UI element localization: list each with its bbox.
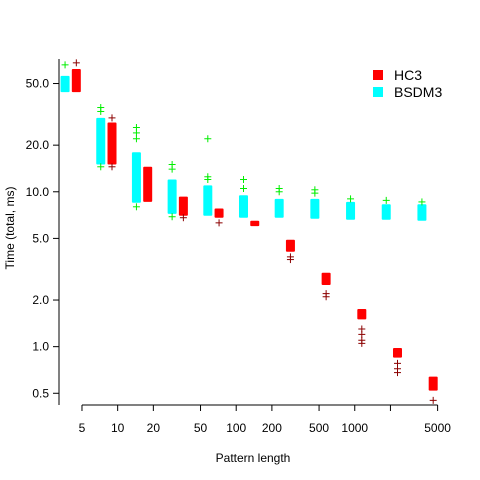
bsdm3-point-band [346, 201, 356, 220]
legend: HC3 BSDM3 [373, 67, 442, 100]
hc3-outlier-point [358, 339, 366, 347]
bsdm3-outlier-point [168, 165, 176, 173]
y-axis-ticks: 0.5 1.0 2.0 5.0 10.0 20.0 50.0 [26, 77, 59, 400]
legend-label-bsdm3: BSDM3 [394, 84, 442, 100]
hc3-point-band [178, 196, 188, 216]
bsdm3-point-band [131, 152, 141, 203]
bsdm3-outlier-point [132, 203, 140, 211]
chart-marks [60, 59, 438, 404]
hc3-point-band [250, 220, 260, 227]
bsdm3-point-band [274, 198, 284, 218]
bsdm3-point-band [167, 179, 177, 214]
x-tick-label: 50 [194, 421, 208, 435]
y-tick-label: 2.0 [32, 293, 49, 307]
hc3-outlier-point [393, 369, 401, 377]
hc3-outlier-point [358, 330, 366, 338]
legend-swatch-hc3 [373, 70, 383, 80]
bsdm3-point-band [238, 195, 248, 218]
bsdm3-outlier-point [382, 196, 390, 204]
hc3-point-band [214, 208, 224, 218]
bsdm3-point-band [203, 185, 213, 216]
hc3-outlier-point [108, 114, 116, 122]
hc3-outlier-point [286, 256, 294, 264]
bsdm3-outlier-point [97, 163, 105, 171]
hc3-outlier-point [215, 219, 223, 227]
bsdm3-outlier-point [97, 107, 105, 115]
bsdm3-outlier-point [239, 184, 247, 192]
bsdm3-outlier-point [204, 135, 212, 143]
hc3-outlier-point [179, 214, 187, 222]
x-tick-label: 1000 [341, 421, 368, 435]
hc3-point-band [107, 122, 117, 165]
y-tick-label: 10.0 [26, 185, 50, 199]
bsdm3-outlier-point [132, 135, 140, 143]
hc3-point-band [428, 376, 438, 391]
x-tick-label: 10 [111, 421, 125, 435]
bsdm3-outlier-point [275, 188, 283, 196]
x-axis-ticks: 5 10 20 50 100 200 500 1000 5000 [79, 405, 451, 435]
bsdm3-outlier-point [418, 198, 426, 206]
bsdm3-point-band [417, 204, 427, 221]
hc3-point-band [392, 348, 402, 358]
hc3-point-band [357, 309, 367, 320]
bsdm3-outlier-point [311, 189, 319, 197]
y-tick-label: 20.0 [26, 138, 50, 152]
hc3-point-band [71, 69, 81, 93]
x-axis-title: Pattern length [216, 451, 291, 465]
bsdm3-point-band [96, 117, 106, 165]
series-hc3 [71, 59, 438, 404]
y-tick-label: 0.5 [32, 386, 49, 400]
hc3-point-band [143, 166, 153, 202]
bsdm3-point-band [60, 75, 70, 93]
hc3-point-band [321, 272, 331, 286]
x-tick-label: 200 [262, 421, 282, 435]
series-bsdm3 [60, 61, 427, 221]
hc3-outlier-point [429, 396, 437, 404]
hc3-outlier-point [72, 59, 80, 67]
hc3-outlier-point [322, 290, 330, 298]
y-tick-label: 50.0 [26, 77, 50, 91]
bsdm3-outlier-point [347, 195, 355, 203]
x-tick-label: 5 [79, 421, 86, 435]
y-tick-label: 5.0 [32, 231, 49, 245]
legend-swatch-bsdm3 [373, 87, 383, 97]
bsdm3-outlier-point [168, 213, 176, 221]
legend-label-hc3: HC3 [394, 67, 422, 83]
x-tick-label: 100 [226, 421, 246, 435]
bsdm3-outlier-point [239, 176, 247, 184]
bsdm3-outlier-point [61, 61, 69, 69]
y-axis-title: Time (total, ms) [3, 187, 17, 270]
hc3-point-band [285, 239, 295, 252]
hc3-outlier-point [108, 163, 116, 171]
bsdm3-outlier-point [204, 176, 212, 184]
x-tick-label: 5000 [424, 421, 451, 435]
bsdm3-point-band [310, 198, 320, 219]
x-tick-label: 500 [309, 421, 329, 435]
bsdm3-point-band [381, 204, 391, 220]
x-tick-label: 20 [147, 421, 161, 435]
bsdm3-outlier-point [132, 129, 140, 137]
y-tick-label: 1.0 [32, 340, 49, 354]
